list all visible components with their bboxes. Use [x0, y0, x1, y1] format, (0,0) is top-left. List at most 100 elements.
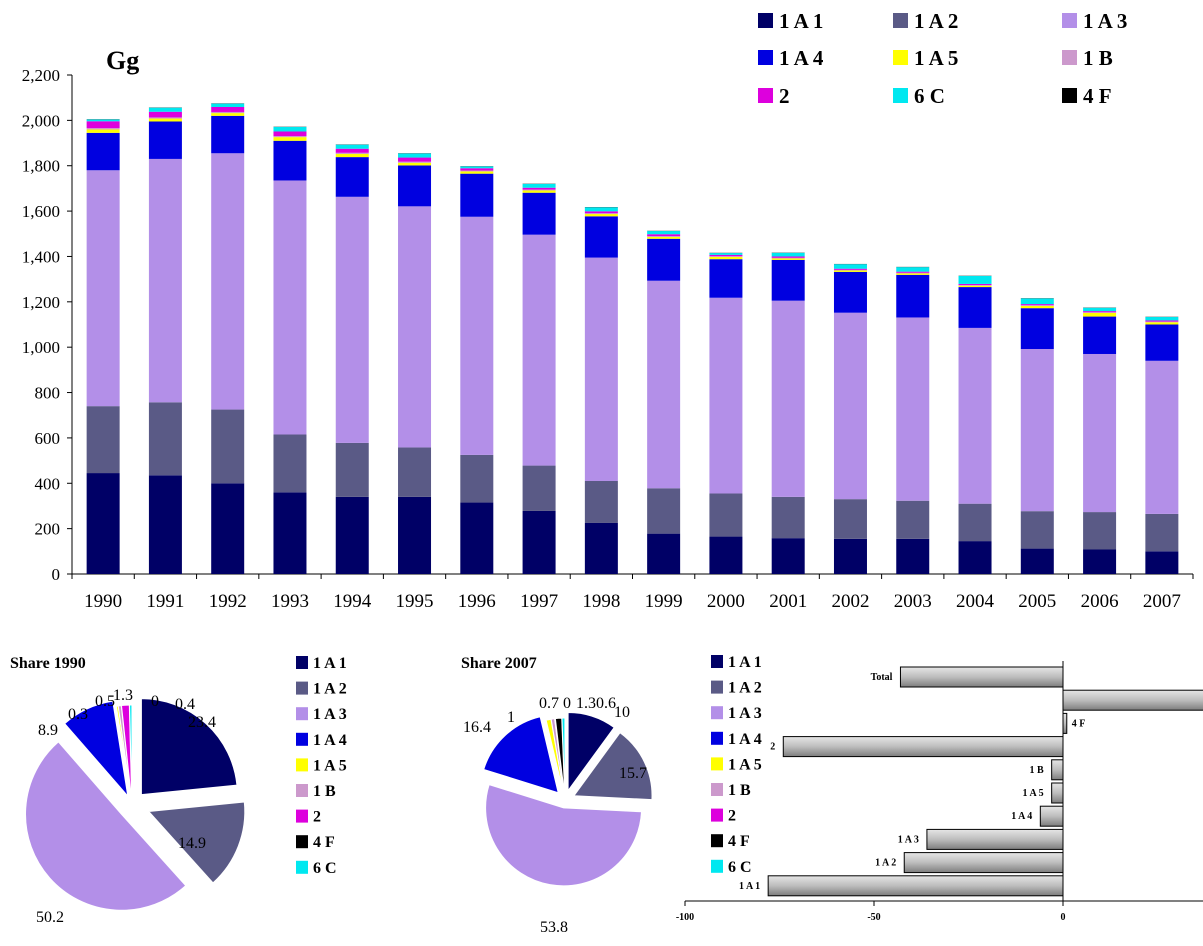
bar-segment-1-a-1 [1145, 551, 1179, 574]
x-tick-label: 2003 [894, 591, 932, 612]
bar-segment-1-a-4 [335, 157, 369, 197]
legend-swatch [711, 706, 723, 720]
bar-segment-2 [647, 234, 681, 237]
x-tick-label: 1998 [582, 591, 620, 612]
bar-segment-6-c [86, 119, 120, 122]
bar-segment-1-a-4 [398, 165, 432, 207]
legend-swatch [1062, 88, 1077, 103]
bar-segment-1-b [460, 170, 494, 172]
pie-data-label: 15.7 [619, 765, 647, 782]
main-legend: 1 A 1 1 A 2 1 A 3 1 A 4 1 A 5 1 B 2 6 C 4 F [758, 9, 1127, 108]
bar-segment-1-b [1145, 321, 1179, 323]
pie-data-label: 0.4 [175, 696, 195, 713]
change-category-label: 4 F [1072, 718, 1086, 729]
bar-segment-1-b [709, 256, 743, 257]
x-tick-label: 1993 [271, 591, 309, 612]
bar-segment-1-a-5 [584, 214, 618, 217]
legend-swatch [758, 13, 773, 28]
pie-data-label: 0.5 [95, 693, 115, 710]
legend-label: 1 A 1 [728, 654, 762, 671]
pie-slice-6-c [561, 717, 566, 797]
bar-segment-1-a-2 [771, 496, 805, 539]
bar-segment-1-a-5 [335, 153, 369, 158]
bar-segment-1-a-3 [86, 170, 120, 407]
legend-swatch [711, 834, 723, 848]
y-tick-label: 1,600 [22, 202, 60, 221]
x-tick-label: 2007 [1143, 591, 1181, 612]
bar-segment-2 [460, 168, 494, 171]
bar-segment-1-a-1 [86, 473, 120, 574]
change-bars: Total6 C4 F21 B1 A 51 A 41 A 31 A 21 A 1 [739, 666, 1203, 897]
change-bar [926, 828, 1064, 850]
bar-segment-1-a-4 [896, 274, 930, 318]
bar-segment-6-c [709, 253, 743, 255]
bar-segment-1-b [86, 128, 120, 130]
change-category-label: 2 [770, 742, 775, 753]
bar-segment-1-a-3 [211, 153, 245, 410]
x-tick-label: 2002 [831, 591, 869, 612]
bar-segment-1-a-2 [709, 493, 743, 537]
bar-segment-1-a-4 [647, 238, 681, 281]
stacked-bar-chart: Gg 1990 1991 1992 1993 1994 1995 1996 1997 1998 1… [22, 9, 1194, 612]
bar-segment-1-a-3 [1083, 353, 1117, 513]
bar-segment-6-c [833, 264, 867, 269]
pie-data-label: 23.4 [188, 714, 216, 731]
bar-segment-1-a-3 [460, 216, 494, 455]
bar-segment-1-a-1 [211, 483, 245, 574]
bar-segment-1-a-2 [460, 454, 494, 503]
legend-swatch [893, 13, 908, 28]
pie-chart-2007: Share 2007 10 15.7 53.8 16.4 1 0.7 0 1.3 0.6 1 A… [461, 654, 762, 936]
legend-swatch [296, 809, 308, 823]
legend-swatch [296, 860, 308, 874]
bar-segment-1-a-5 [1083, 312, 1117, 317]
change-bar [782, 736, 1064, 758]
bar-segment-1-a-1 [522, 510, 556, 574]
change-category-label: 1 A 4 [1011, 811, 1032, 822]
bar-segment-6-c [958, 275, 992, 284]
x-tick-label: 1995 [396, 591, 434, 612]
bar-segment-1-a-4 [148, 121, 182, 159]
bar-segment-6-c [460, 166, 494, 169]
legend-swatch [711, 731, 723, 745]
bar-segment-1-a-5 [460, 171, 494, 174]
pie-1990-labels: 23.4 14.9 50.2 8.9 0.3 0.51.3 0 0.4 [36, 687, 216, 926]
bar-segment-2 [148, 111, 182, 118]
bar-segment-1-a-5 [896, 273, 930, 275]
bar-segment-1-a-4 [833, 271, 867, 313]
bar-segment-2 [584, 211, 618, 214]
change-bar [767, 875, 1064, 897]
bar-segment-6-c [896, 267, 930, 272]
bar-segment-6-c [1083, 307, 1117, 312]
bar-segment-2 [771, 256, 805, 258]
bar-segment-1-b [833, 269, 867, 271]
pie-data-label: 1.3 [576, 695, 596, 712]
pie-data-label: 16.4 [463, 719, 491, 736]
legend-swatch [758, 50, 773, 65]
bar-segment-1-a-2 [958, 503, 992, 542]
bar-segment-1-b [398, 161, 432, 163]
legend-swatch [711, 757, 723, 771]
pie-2007-labels: 10 15.7 53.8 16.4 1 0.7 0 1.3 0.6 [463, 695, 647, 936]
legend-swatch [296, 784, 308, 797]
bar-segment-1-a-1 [833, 538, 867, 574]
bar-segment-6-c [771, 252, 805, 257]
bar-segment-1-a-5 [1020, 305, 1054, 309]
pie-slice-1-a-2 [147, 801, 246, 884]
bar-segment-1-a-2 [647, 488, 681, 534]
bar-segment-1-a-3 [1020, 348, 1054, 512]
bar-segment-1-a-1 [1020, 548, 1054, 574]
pie-slice-1-a-4 [483, 716, 559, 794]
bar-segment-1-a-3 [958, 327, 992, 504]
pie-slice-6-c [129, 704, 133, 802]
main-bars [86, 103, 1179, 574]
legend-label: 1 A 4 [779, 46, 824, 70]
main-axes [67, 74, 1194, 579]
bar-segment-1-a-3 [709, 297, 743, 494]
bar-segment-1-a-3 [522, 234, 556, 466]
legend-swatch [296, 758, 308, 772]
bar-segment-1-b [1020, 305, 1054, 306]
bar-segment-1-b [584, 213, 618, 215]
bar-segment-6-c [211, 103, 245, 107]
pie-data-label: 0 [563, 695, 571, 712]
bar-segment-1-a-5 [709, 256, 743, 260]
